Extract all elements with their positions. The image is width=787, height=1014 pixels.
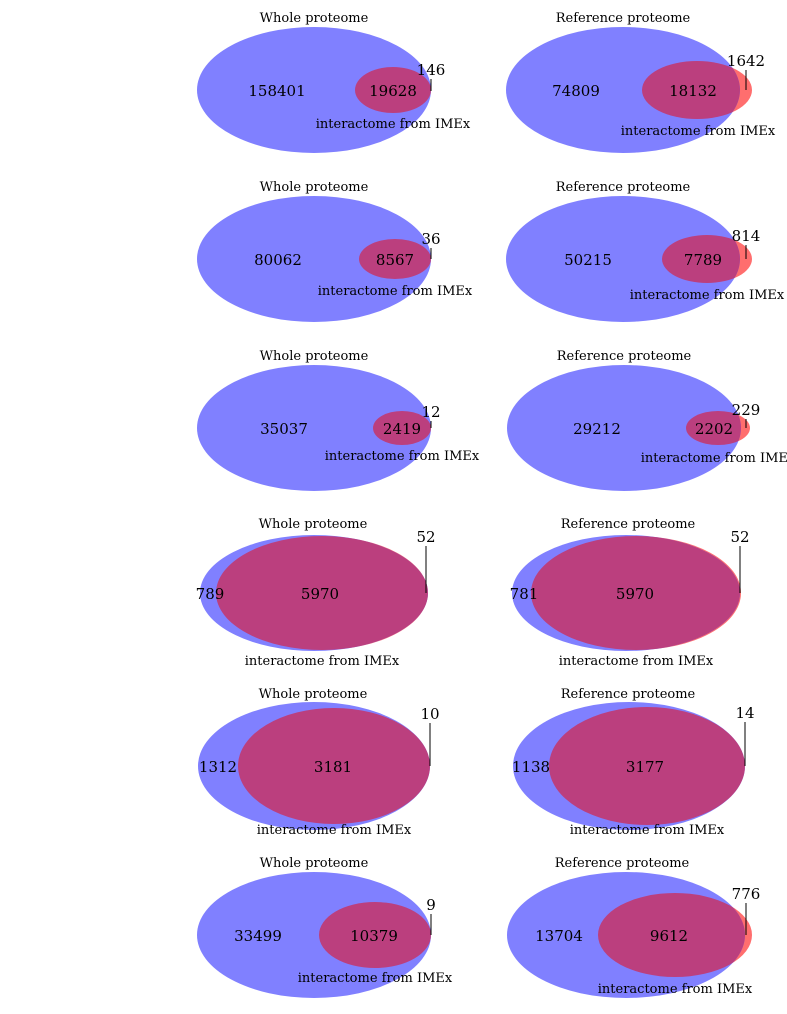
venn-diagram: Whole proteome 789 5970 52 interactome from …	[196, 517, 436, 669]
diagram-title: Whole proteome	[260, 856, 369, 871]
set-b-only-count: 146	[417, 61, 446, 79]
overlap-region	[531, 536, 740, 650]
set-a-only-count: 50215	[564, 251, 612, 269]
set-b-only-count: 1642	[727, 52, 765, 70]
venn-diagram: Reference proteome 1138 3177 14 interactome …	[512, 687, 755, 838]
set-b-only-count: 14	[735, 704, 754, 722]
intersection-count: 5970	[301, 585, 339, 603]
venn-diagram: Reference proteome 781 5970 52 interactome f…	[510, 517, 750, 669]
set-a-only-count: 158401	[248, 82, 305, 100]
overlap-region	[373, 411, 431, 445]
overlap-region	[598, 893, 745, 977]
diagram-title: Whole proteome	[260, 180, 369, 195]
set-b-label: interactome from IMEx	[245, 654, 400, 669]
set-b-only-count: 9	[426, 896, 436, 914]
diagram-title: Whole proteome	[259, 517, 368, 532]
overlap-region	[238, 708, 430, 824]
set-b-only-count: 229	[732, 401, 761, 419]
set-b-label: interactome from IMEx	[559, 654, 714, 669]
set-b-label: interactome from IMEx	[570, 823, 725, 838]
set-a-only-count: 35037	[260, 420, 308, 438]
diagram-title: Reference proteome	[555, 856, 690, 871]
set-a-ellipse	[506, 196, 740, 322]
overlap-region	[359, 239, 431, 279]
intersection-count: 9612	[650, 927, 688, 945]
set-b-only-count: 814	[732, 227, 761, 245]
set-a-ellipse	[507, 365, 741, 491]
intersection-count: 8567	[376, 251, 414, 269]
venn-diagram: Whole proteome 80062 8567 36 interactome fro…	[197, 180, 473, 322]
venn-diagram: Whole proteome 1312 3181 10 interactome from…	[198, 687, 440, 838]
diagram-title: Reference proteome	[561, 687, 696, 702]
set-a-ellipse	[506, 27, 740, 153]
diagram-title: Whole proteome	[260, 11, 369, 26]
overlap-region	[355, 67, 431, 113]
set-a-only-count: 74809	[552, 82, 600, 100]
set-b-label: interactome from IMEx	[641, 451, 787, 466]
set-a-only-count: 781	[510, 585, 539, 603]
diagram-title: Whole proteome	[260, 349, 369, 364]
overlap-region	[662, 235, 740, 283]
set-b-label: interactome from IMEx	[598, 982, 753, 997]
set-a-only-count: 1312	[199, 758, 237, 776]
intersection-count: 3181	[314, 758, 352, 776]
intersection-count: 2202	[695, 420, 733, 438]
set-b-label: interactome from IMEx	[621, 124, 776, 139]
set-a-ellipse	[197, 365, 431, 491]
set-b-only-count: 52	[730, 528, 749, 546]
intersection-count: 10379	[350, 927, 398, 945]
set-b-only-count: 12	[421, 403, 440, 421]
intersection-count: 19628	[369, 82, 417, 100]
set-b-label: interactome from IMEx	[318, 284, 473, 299]
intersection-count: 5970	[616, 585, 654, 603]
overlap-region	[319, 902, 431, 968]
diagram-title: Reference proteome	[556, 180, 691, 195]
set-b-only-count: 776	[732, 885, 761, 903]
set-b-label: interactome from IMEx	[257, 823, 412, 838]
diagram-title: Reference proteome	[557, 349, 692, 364]
venn-diagram: Reference proteome 13704 9612 776 interactom…	[507, 856, 760, 998]
overlap-region	[642, 61, 740, 119]
set-a-only-count: 80062	[254, 251, 302, 269]
diagram-title: Reference proteome	[556, 11, 691, 26]
overlap-region	[216, 536, 428, 650]
diagram-title: Whole proteome	[259, 687, 368, 702]
set-a-only-count: 1138	[512, 758, 550, 776]
venn-diagram: Whole proteome 33499 10379 9 interactome fro…	[197, 856, 453, 998]
set-a-only-count: 13704	[535, 927, 583, 945]
set-a-ellipse	[197, 196, 431, 322]
set-b-label: interactome from IMEx	[325, 449, 480, 464]
intersection-count: 3177	[626, 758, 664, 776]
set-a-ellipse	[197, 27, 431, 153]
venn-diagram: Reference proteome 74809 18132 1642 interact…	[506, 11, 776, 153]
set-a-only-count: 789	[196, 585, 225, 603]
intersection-count: 7789	[684, 251, 722, 269]
intersection-count: 18132	[669, 82, 717, 100]
set-b-label: interactome from IMEx	[316, 117, 471, 132]
overlap-region	[686, 411, 741, 445]
overlap-region	[549, 707, 745, 825]
set-b-label: interactome from IMEx	[298, 971, 453, 986]
intersection-count: 2419	[383, 420, 421, 438]
set-b-only-count: 36	[421, 230, 440, 248]
set-a-only-count: 33499	[234, 927, 282, 945]
venn-diagram: Reference proteome 50215 7789 814 interactom…	[506, 180, 785, 322]
set-b-label: interactome from IMEx	[630, 288, 785, 303]
set-b-only-count: 52	[416, 528, 435, 546]
set-b-only-count: 10	[420, 705, 439, 723]
diagram-title: Reference proteome	[561, 517, 696, 532]
set-a-only-count: 29212	[573, 420, 621, 438]
